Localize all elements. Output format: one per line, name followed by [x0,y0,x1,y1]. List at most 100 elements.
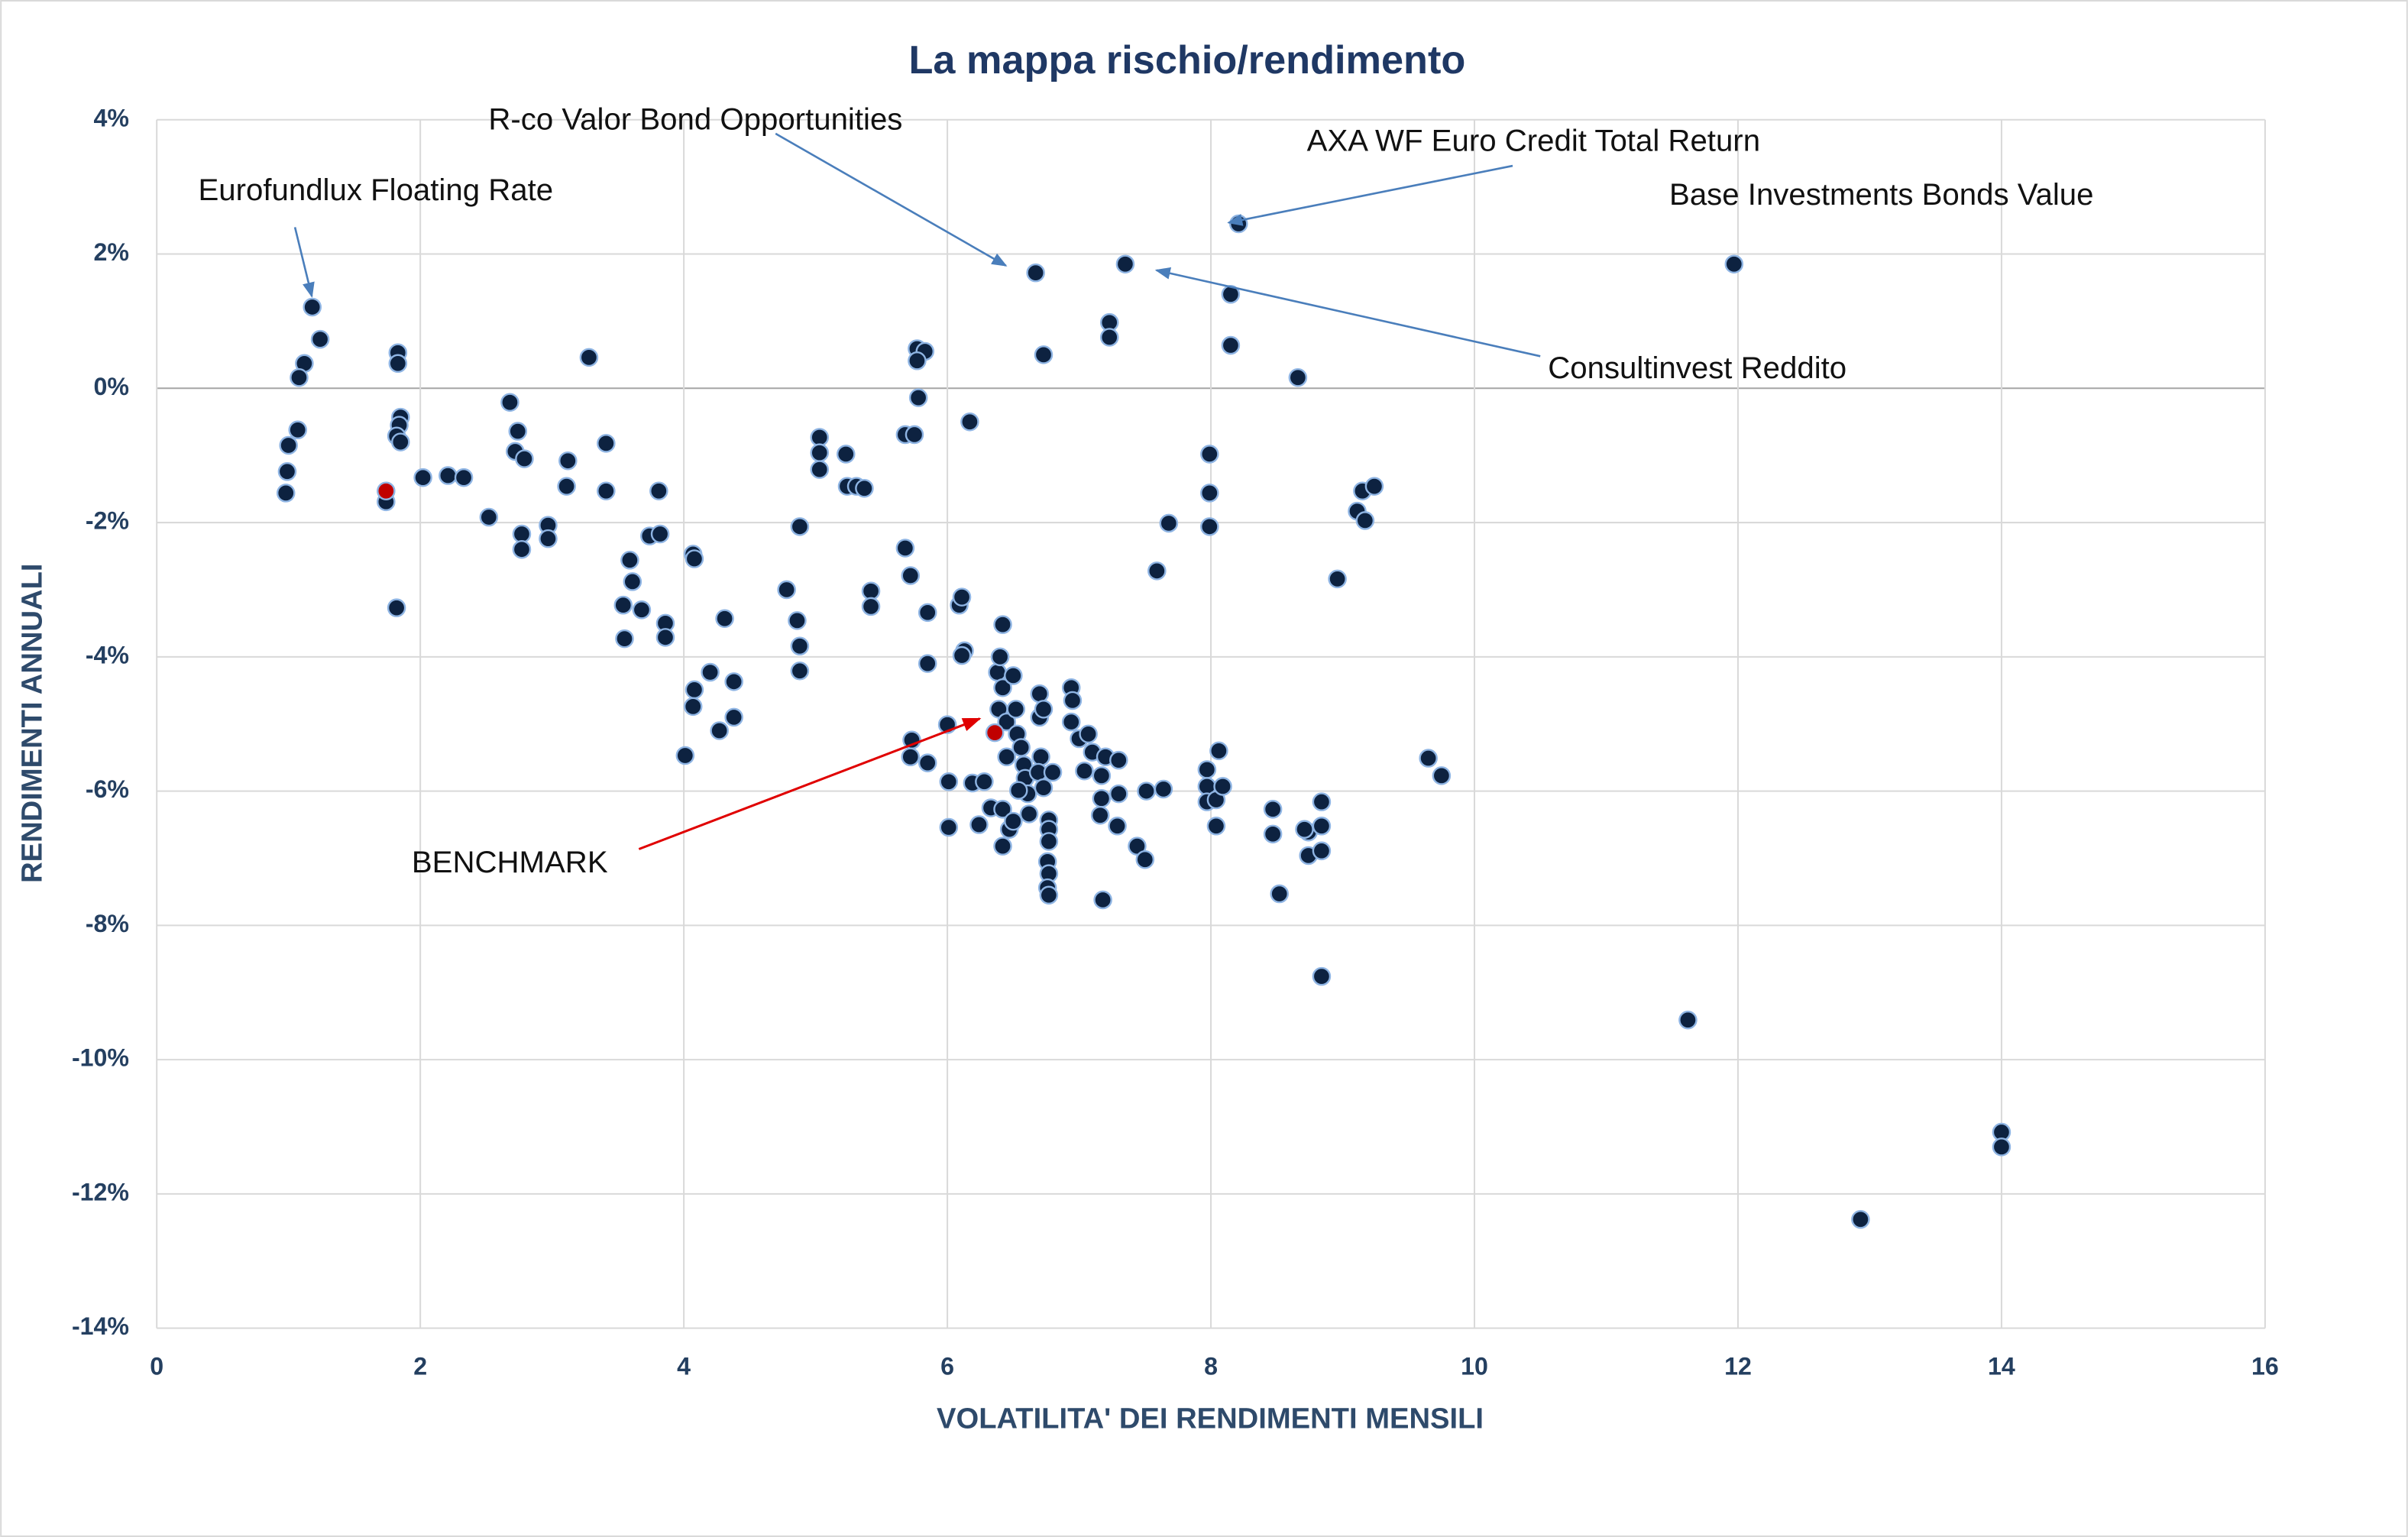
point [515,449,534,468]
point [683,697,703,717]
x-axis-label: VOLATILITA' DEI RENDIMENTI MENSILI [937,1402,1484,1435]
point [377,481,396,501]
point [1312,966,1332,986]
point [500,393,519,413]
x-tick-label: 10 [1461,1352,1488,1380]
point [908,388,928,407]
point [1043,762,1063,782]
point [993,836,1012,856]
point [1200,517,1219,536]
point [454,468,474,487]
points [276,214,2012,1229]
point [810,428,830,447]
point [508,422,528,441]
point [724,707,743,727]
point [1011,738,1031,757]
annotation: BENCHMARK [412,845,608,879]
y-tick-label: 2% [94,238,129,266]
point [649,481,668,501]
y-tick-label: -8% [86,910,129,937]
point [1109,750,1128,770]
point [918,753,937,772]
point [975,772,994,791]
point [279,435,298,455]
annotation: Eurofundlux Floating Rate [198,173,553,207]
point [1229,214,1248,234]
point [512,524,532,544]
point [1034,700,1054,719]
point [1355,511,1375,530]
point [1851,1210,1870,1229]
point [615,629,634,649]
point [1312,841,1332,861]
point [1992,1137,2012,1157]
point [790,636,810,656]
point [969,815,989,834]
x-tick-label: 4 [677,1352,691,1380]
x-tick-label: 8 [1204,1352,1218,1380]
point [1039,832,1059,851]
point [993,678,1012,697]
point [1090,805,1110,825]
x-tick-label: 2 [413,1352,427,1380]
point [988,662,1007,682]
point [960,412,979,432]
point [1004,811,1023,831]
point [623,572,642,591]
point [1039,885,1059,905]
point [993,615,1012,634]
point [1200,445,1219,464]
point [939,817,959,837]
point [861,581,881,600]
point [837,445,856,464]
point [1364,477,1384,496]
point [303,297,322,317]
point [1295,820,1314,839]
point [1075,761,1094,781]
x-tick-label: 14 [1988,1352,2015,1380]
annotations: Eurofundlux Floating Rate R-co Valor Bon… [198,102,2093,879]
point [1006,700,1026,719]
point [1137,781,1156,801]
point [632,600,652,620]
point [1108,817,1127,836]
point [1678,1011,1698,1030]
point [790,662,810,681]
y-tick-label: -4% [86,641,129,668]
point [939,772,959,791]
point [710,721,729,740]
point [579,348,599,367]
x-tick-label: 6 [940,1352,954,1380]
point [290,367,309,387]
point [724,672,743,691]
point [1200,484,1219,503]
point [597,434,616,453]
x-tick-label: 0 [150,1352,163,1380]
point [1109,784,1128,804]
y-tick-label: -12% [72,1178,129,1205]
y-tick-label: -2% [86,507,129,535]
annotation: Base Investments Bonds Value [1669,177,2094,212]
point [1288,367,1308,387]
annotation: Consultinvest Reddito [1548,351,1846,385]
chart-title: La mappa rischio/rendimento [909,38,1466,83]
point [388,354,408,374]
point [277,462,297,481]
point [790,517,810,536]
point [310,329,330,349]
point [1206,817,1226,836]
point [1328,569,1347,589]
point [997,747,1016,767]
annotation: R-co Valor Bond Opportunities [488,102,902,136]
point [479,507,499,527]
point [777,580,796,600]
point [715,609,734,628]
point [1092,788,1112,808]
point [918,654,937,673]
point [1213,777,1232,796]
point [276,484,296,503]
point [788,611,807,630]
point [908,351,927,370]
point [655,628,675,647]
